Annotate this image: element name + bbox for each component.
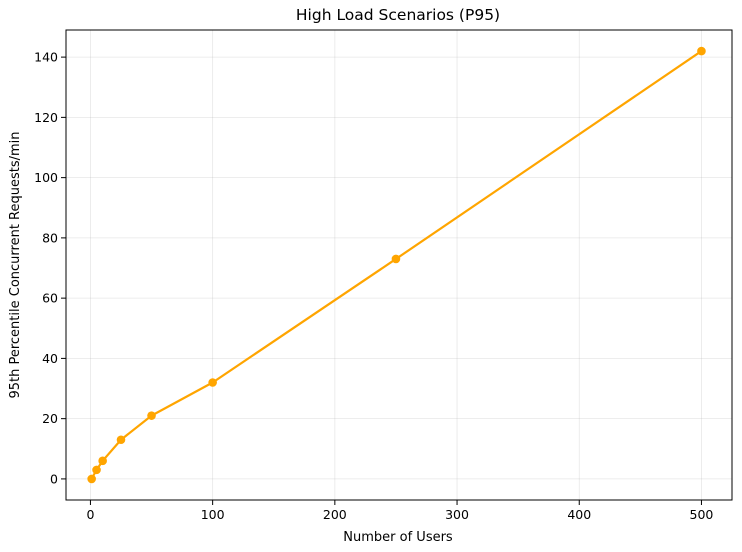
x-axis-label: Number of Users xyxy=(343,530,453,545)
series-line xyxy=(90,49,703,481)
data-point xyxy=(147,411,156,420)
x-tick-label: 500 xyxy=(690,507,714,522)
x-tick-label: 100 xyxy=(201,507,225,522)
x-tick-label: 400 xyxy=(567,507,591,522)
y-tick-label: 140 xyxy=(34,50,58,65)
chart-title: High Load Scenarios (P95) xyxy=(296,6,500,24)
y-tick-label: 120 xyxy=(34,110,58,125)
data-point xyxy=(208,378,217,387)
data-point xyxy=(87,474,96,484)
x-tick-label: 0 xyxy=(86,507,94,522)
x-tick-label: 300 xyxy=(445,507,469,522)
y-axis-label: 95th Percentile Concurrent Requests/min xyxy=(8,131,23,398)
y-tick-label: 80 xyxy=(42,230,58,245)
x-axis: 0 100 200 300 400 500 xyxy=(86,500,713,522)
x-tick-label: 200 xyxy=(323,507,347,522)
plot-frame xyxy=(65,29,733,501)
y-tick-label: 40 xyxy=(42,351,58,366)
data-point xyxy=(697,46,706,56)
data-point xyxy=(98,456,107,466)
y-tick-label: 100 xyxy=(34,170,58,185)
series-layer xyxy=(87,46,706,484)
y-tick-label: 0 xyxy=(50,471,58,486)
data-point xyxy=(116,435,126,445)
y-tick-label: 20 xyxy=(42,411,58,426)
data-point xyxy=(92,465,101,475)
y-tick-label: 60 xyxy=(42,291,58,306)
y-axis: 0 20 40 60 80 100 120 140 xyxy=(34,50,66,486)
grid xyxy=(66,30,732,500)
data-point xyxy=(391,254,401,264)
